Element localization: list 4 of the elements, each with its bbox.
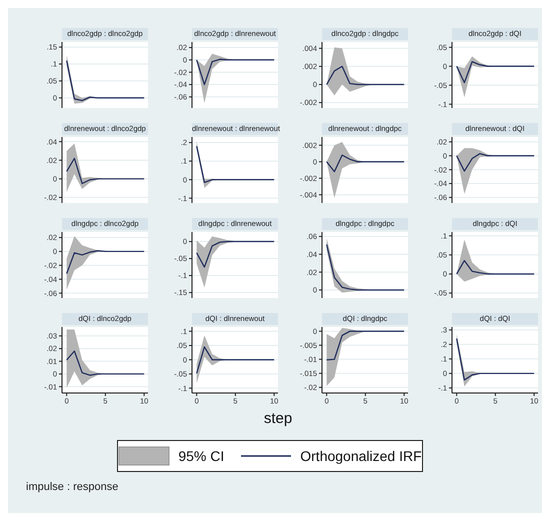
x-axis-title: step bbox=[262, 410, 294, 427]
text: impulse : response bbox=[26, 481, 118, 493]
legend-label: Orthogonalized IRF bbox=[300, 448, 422, 464]
text: 95% CI bbox=[178, 448, 224, 464]
